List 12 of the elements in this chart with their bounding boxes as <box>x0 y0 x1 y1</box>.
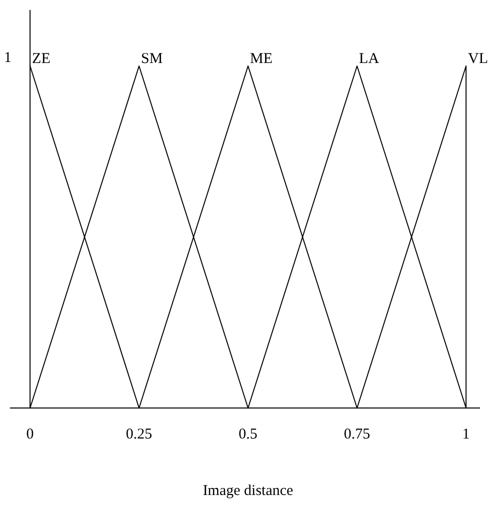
series-label: VL <box>468 51 488 67</box>
x-tick-label: 0.25 <box>126 426 152 443</box>
annotation: 1 <box>4 50 12 66</box>
series-label: SM <box>141 51 163 67</box>
x-axis-title: Image distance <box>202 483 294 499</box>
series-label: ZE <box>32 51 50 67</box>
x-tick-label: 1 <box>462 426 470 443</box>
series-label: ME <box>250 51 273 67</box>
x-tick-label: 0 <box>26 426 34 443</box>
series-label: LA <box>359 51 380 67</box>
x-tick-label: 0.75 <box>344 426 370 443</box>
x-tick-label: 0.5 <box>238 426 258 443</box>
